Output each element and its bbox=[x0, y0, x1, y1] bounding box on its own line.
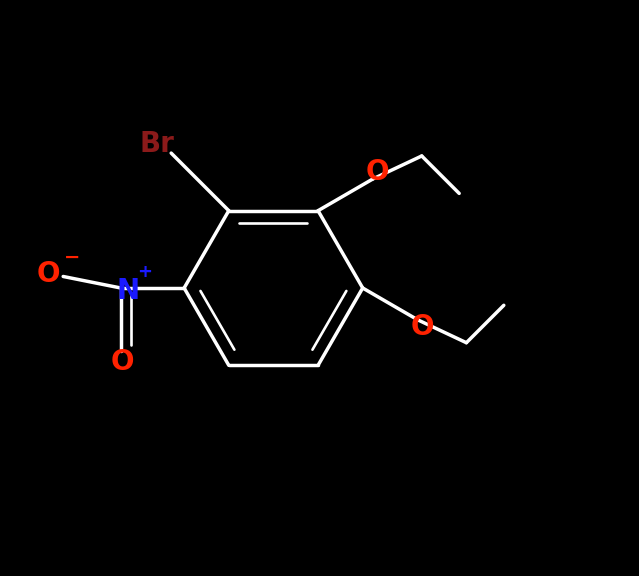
Text: −: − bbox=[64, 248, 80, 267]
Text: O: O bbox=[366, 158, 389, 186]
Text: Br: Br bbox=[139, 130, 174, 158]
Text: O: O bbox=[110, 348, 134, 376]
Text: O: O bbox=[37, 260, 61, 287]
Text: N: N bbox=[116, 277, 139, 305]
Text: O: O bbox=[410, 313, 434, 340]
Text: +: + bbox=[137, 263, 153, 281]
